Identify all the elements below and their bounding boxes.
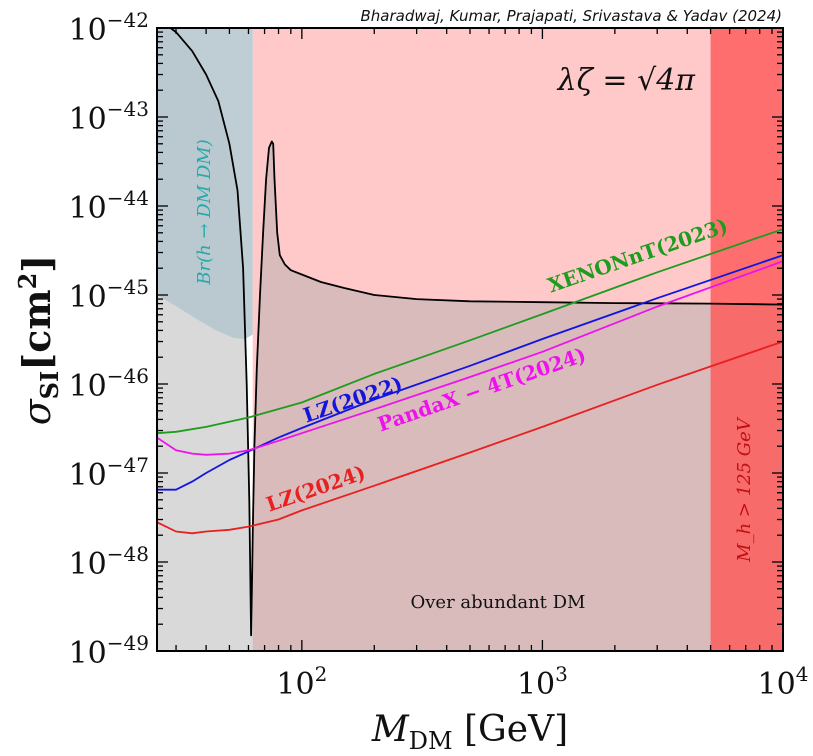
region-excluded xyxy=(252,28,783,651)
y-tick-label: 10−47 xyxy=(69,453,149,493)
y-tick-label: 10−44 xyxy=(69,186,149,226)
series-line-2 xyxy=(157,254,783,491)
region-higgs-invisible xyxy=(157,28,253,340)
y-tick-label: 10−43 xyxy=(69,97,149,137)
y-tick-label: 10−45 xyxy=(69,275,149,315)
region-heavy-mass xyxy=(710,28,783,651)
x-axis-title: MDM [GeV] xyxy=(371,709,568,755)
y-tick-label: 10−49 xyxy=(69,631,149,671)
x-tick-label: 102 xyxy=(276,662,327,702)
plot-area xyxy=(157,28,783,651)
label-heavy-mass: M_h > 125 GeV xyxy=(734,416,755,563)
y-tick-label: 10−46 xyxy=(69,364,149,404)
coupling-annotation: λζ = √4π xyxy=(557,63,697,98)
label-higgs-invisible: Br(h → DM DM) xyxy=(194,139,215,285)
x-tick-label: 104 xyxy=(758,662,809,702)
axis-ticks xyxy=(157,27,784,652)
credit-text: Bharadwaj, Kumar, Prajapati, Srivastava … xyxy=(361,7,783,25)
series-line-0 xyxy=(169,28,783,637)
y-tick-label: 10−48 xyxy=(69,542,149,582)
label-over-abundant: Over abundant DM xyxy=(410,592,585,613)
series-line-1 xyxy=(157,228,783,435)
tick-labels: 102 103 104 10−49 10−48 10−47 10−46 10−45 10−44 1… xyxy=(69,8,809,702)
y-tick-label: 10−42 xyxy=(69,8,149,48)
y-axis-title: σSI[cm2] xyxy=(13,255,64,426)
series-line-4 xyxy=(157,340,783,535)
x-tick-label: 103 xyxy=(517,662,568,702)
series-line-3 xyxy=(157,260,783,456)
